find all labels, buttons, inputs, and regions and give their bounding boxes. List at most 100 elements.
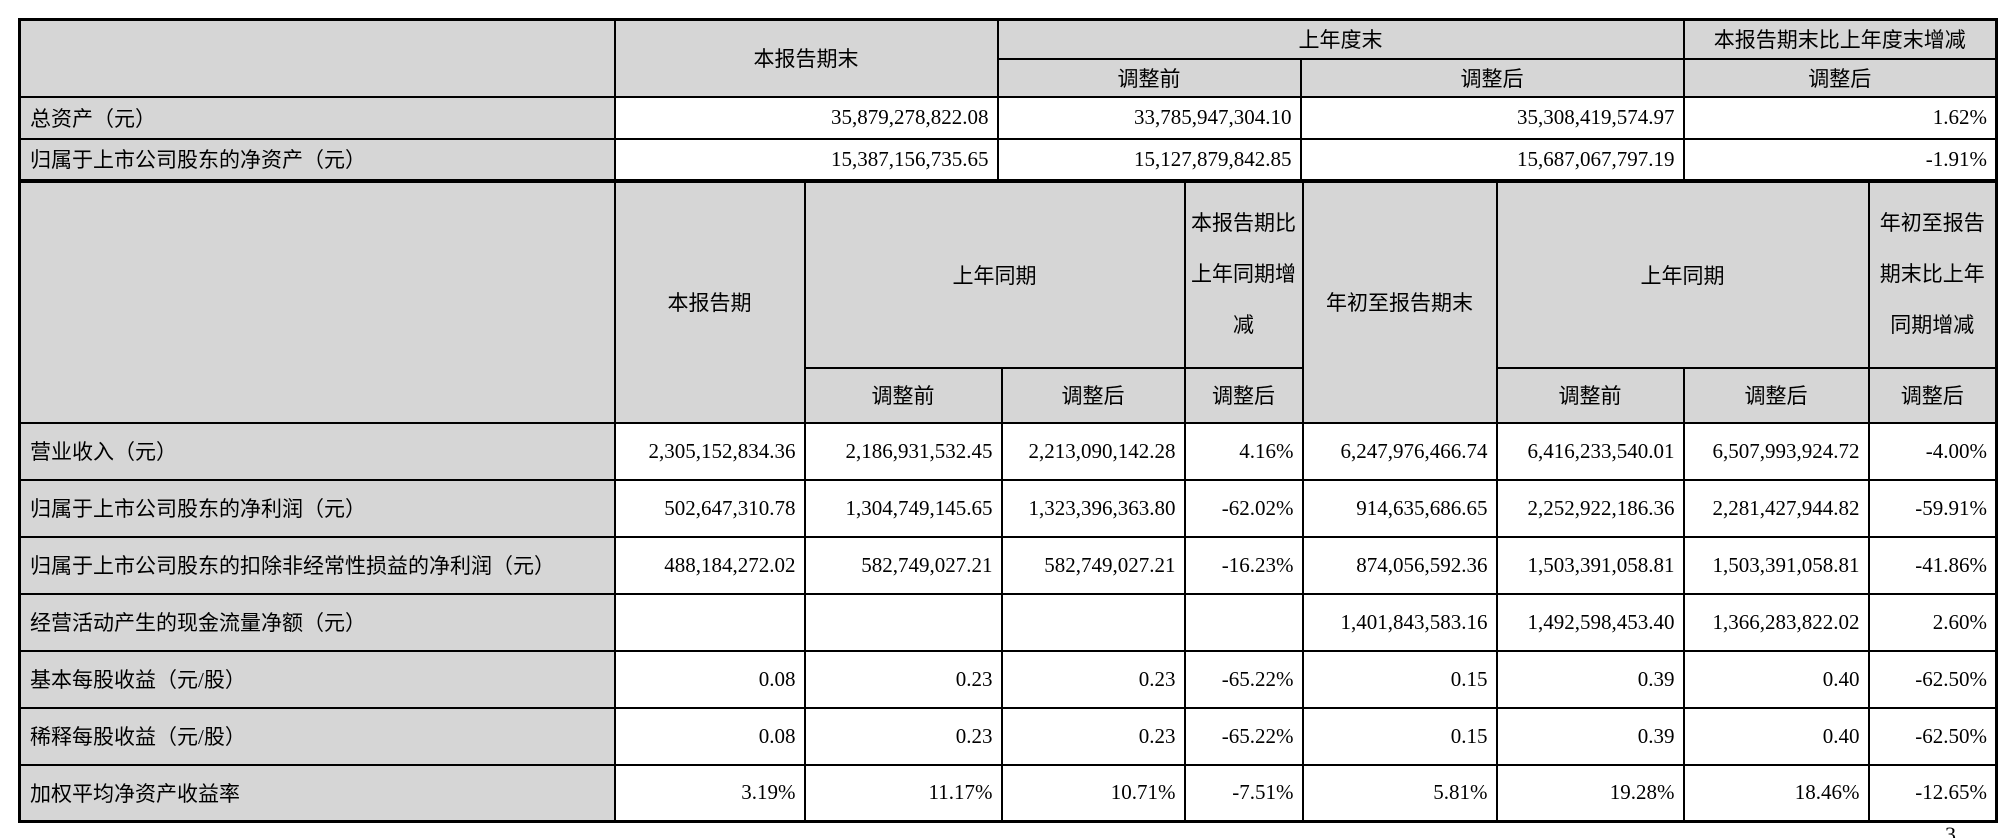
table2-subheader-after-adjustment-1: 调整后 xyxy=(1000,366,1186,424)
table1-subheader-after-adjustment: 调整后 xyxy=(1299,57,1685,98)
cell-value: 4.16% xyxy=(1183,421,1304,481)
cell-value xyxy=(613,592,806,652)
table2-header-ytd-prior-period: 上年同期 xyxy=(1495,180,1870,369)
cell-value: 874,056,592.36 xyxy=(1301,535,1498,595)
cell-value: 0.39 xyxy=(1495,706,1685,766)
cell-value: -65.22% xyxy=(1183,649,1304,709)
cell-value: -12.65% xyxy=(1867,763,1998,823)
table2-subheader-change-after-1: 调整后 xyxy=(1183,366,1304,424)
cell-value: 10.71% xyxy=(1000,763,1186,823)
cell-value: 488,184,272.02 xyxy=(613,535,806,595)
table-row-basic-eps: 基本每股收益（元/股） 0.08 0.23 0.23 -65.22% 0.15 … xyxy=(18,649,1998,709)
row-label: 归属于上市公司股东的扣除非经常性损益的净利润（元） xyxy=(18,535,616,595)
row-label: 基本每股收益（元/股） xyxy=(18,649,616,709)
cell-value: 0.23 xyxy=(803,649,1003,709)
cell-value: -62.50% xyxy=(1867,649,1998,709)
table-row-net-profit: 归属于上市公司股东的净利润（元） 502,647,310.78 1,304,74… xyxy=(18,478,1998,538)
cell-value: 33,785,947,304.10 xyxy=(996,95,1302,140)
cell-value: 15,387,156,735.65 xyxy=(613,137,999,182)
cell-value: 18.46% xyxy=(1682,763,1870,823)
cell-value: 2,252,922,186.36 xyxy=(1495,478,1685,538)
table2-subheader-change-after-2: 调整后 xyxy=(1867,366,1998,424)
cell-value: 914,635,686.65 xyxy=(1301,478,1498,538)
table1-header-change: 本报告期末比上年度末增减 xyxy=(1682,18,1998,60)
table2-header-ytd-change: 年初至报告期末比上年同期增减 xyxy=(1867,180,1998,369)
table2-subheader-before-adjustment-1: 调整前 xyxy=(803,366,1003,424)
table2-header-change-vs-prior-period: 本报告期比上年同期增减 xyxy=(1183,180,1304,369)
cell-value: 0.40 xyxy=(1682,649,1870,709)
cell-value: 2.60% xyxy=(1867,592,1998,652)
table1-header-row-1: 本报告期末 上年度末 本报告期末比上年度末增减 xyxy=(18,18,1998,98)
cell-value: 1,503,391,058.81 xyxy=(1495,535,1685,595)
cell-value xyxy=(803,592,1003,652)
table1-subheader-change-after-adjustment: 调整后 xyxy=(1682,57,1998,98)
cell-value: -1.91% xyxy=(1682,137,1998,182)
cell-value: 35,308,419,574.97 xyxy=(1299,95,1685,140)
cell-value: 1,401,843,583.16 xyxy=(1301,592,1498,652)
cell-value: 1,503,391,058.81 xyxy=(1682,535,1870,595)
table-row-diluted-eps: 稀释每股收益（元/股） 0.08 0.23 0.23 -65.22% 0.15 … xyxy=(18,706,1998,766)
table-row-weighted-avg-roe: 加权平均净资产收益率 3.19% 11.17% 10.71% -7.51% 5.… xyxy=(18,763,1998,823)
table-row-total-assets: 总资产（元） 35,879,278,822.08 33,785,947,304.… xyxy=(18,95,1998,140)
cell-value: 0.15 xyxy=(1301,649,1498,709)
cell-value: 19.28% xyxy=(1495,763,1685,823)
cell-value: -41.86% xyxy=(1867,535,1998,595)
table1-header-current-period-end: 本报告期末 xyxy=(613,18,999,98)
row-label: 归属于上市公司股东的净利润（元） xyxy=(18,478,616,538)
row-label: 营业收入（元） xyxy=(18,421,616,481)
cell-value: 2,186,931,532.45 xyxy=(803,421,1003,481)
table-row-net-profit-excl-nonrecurring: 归属于上市公司股东的扣除非经常性损益的净利润（元） 488,184,272.02… xyxy=(18,535,1998,595)
table-row-operating-cash-flow: 经营活动产生的现金流量净额（元） 1,401,843,583.16 1,492,… xyxy=(18,592,1998,652)
table2-corner-cell xyxy=(18,180,616,424)
cell-value: 5.81% xyxy=(1301,763,1498,823)
row-label: 经营活动产生的现金流量净额（元） xyxy=(18,592,616,652)
row-label: 加权平均净资产收益率 xyxy=(18,763,616,823)
cell-value: 582,749,027.21 xyxy=(1000,535,1186,595)
financial-summary: 本报告期末 上年度末 本报告期末比上年度末增减 调整前 调整后 调整后 总资产（… xyxy=(18,18,1998,823)
cell-value: 2,305,152,834.36 xyxy=(613,421,806,481)
cell-value: 3.19% xyxy=(613,763,806,823)
cell-value: 0.23 xyxy=(1000,706,1186,766)
cell-value: 1,304,749,145.65 xyxy=(803,478,1003,538)
table1-header-row-2: 调整前 调整后 调整后 xyxy=(20,57,1998,98)
cell-value: 0.39 xyxy=(1495,649,1685,709)
cell-value: -59.91% xyxy=(1867,478,1998,538)
table1-subheader-before-adjustment: 调整前 xyxy=(996,57,1302,98)
cell-value: -4.00% xyxy=(1867,421,1998,481)
cell-value: 0.08 xyxy=(613,706,806,766)
period-results-table: 本报告期 上年同期 本报告期比上年同期增减 年初至报告期末 上年同期 年初至报告… xyxy=(18,180,1998,823)
table2-header-prior-period: 上年同期 xyxy=(803,180,1186,369)
cell-value: -65.22% xyxy=(1183,706,1304,766)
cell-value: -16.23% xyxy=(1183,535,1304,595)
cell-value: 2,281,427,944.82 xyxy=(1682,478,1870,538)
row-label: 总资产（元） xyxy=(18,95,616,140)
cell-value: 582,749,027.21 xyxy=(803,535,1003,595)
cell-value: -7.51% xyxy=(1183,763,1304,823)
cell-value: 1.62% xyxy=(1682,95,1998,140)
table2-subheader-before-adjustment-2: 调整前 xyxy=(1495,366,1685,424)
cell-value: 0.23 xyxy=(1000,649,1186,709)
table1-corner-cell xyxy=(18,18,616,98)
cell-value: 0.40 xyxy=(1682,706,1870,766)
cell-value: 1,366,283,822.02 xyxy=(1682,592,1870,652)
cell-value: 1,323,396,363.80 xyxy=(1000,478,1186,538)
page-number: 3 xyxy=(1945,822,1956,838)
cell-value: 0.08 xyxy=(613,649,806,709)
cell-value: 0.15 xyxy=(1301,706,1498,766)
table1-header-prior-year-end: 上年度末 xyxy=(996,18,1685,60)
row-label: 稀释每股收益（元/股） xyxy=(18,706,616,766)
cell-value: 11.17% xyxy=(803,763,1003,823)
cell-value: -62.50% xyxy=(1867,706,1998,766)
table-row-net-assets: 归属于上市公司股东的净资产（元） 15,387,156,735.65 15,12… xyxy=(18,137,1998,182)
cell-value: 6,247,976,466.74 xyxy=(1301,421,1498,481)
cell-value: 0.23 xyxy=(803,706,1003,766)
cell-value: 6,507,993,924.72 xyxy=(1682,421,1870,481)
cell-value: 15,687,067,797.19 xyxy=(1299,137,1685,182)
cell-value xyxy=(1000,592,1186,652)
cell-value: -62.02% xyxy=(1183,478,1304,538)
cell-value xyxy=(1183,592,1304,652)
table2-header-year-to-date: 年初至报告期末 xyxy=(1301,180,1498,424)
table2-subheader-after-adjustment-2: 调整后 xyxy=(1682,366,1870,424)
table-row-operating-revenue: 营业收入（元） 2,305,152,834.36 2,186,931,532.4… xyxy=(18,421,1998,481)
